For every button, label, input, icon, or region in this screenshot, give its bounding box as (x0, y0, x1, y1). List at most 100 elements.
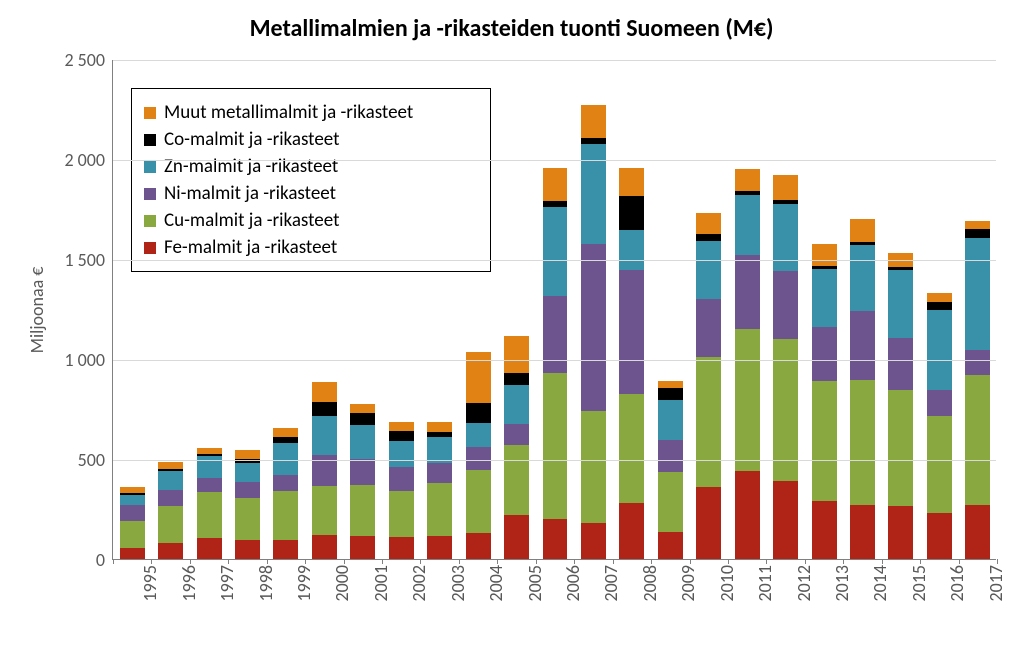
y-tick-label: 0 (96, 549, 105, 571)
x-tick-label: 2002 (408, 565, 430, 602)
bar-segment-co (158, 469, 183, 471)
bar-segment-fe (927, 513, 952, 559)
bar-segment-zn (350, 425, 375, 459)
bar-segment-fe (581, 523, 606, 559)
bar-group (965, 59, 990, 559)
bar-segment-fe (235, 540, 260, 559)
bar-segment-ni (273, 475, 298, 491)
bar-segment-zn (273, 443, 298, 475)
bar-segment-ni (581, 244, 606, 411)
bar-segment-fe (273, 540, 298, 559)
bar-segment-ni (350, 459, 375, 485)
x-tick-mark (728, 559, 729, 564)
x-tick-label: 2000 (331, 565, 353, 602)
bar-segment-zn (735, 195, 760, 255)
bar-group (619, 59, 644, 559)
gridline (113, 260, 996, 261)
x-tick-label: 1995 (139, 565, 161, 602)
bar-segment-fe (619, 503, 644, 559)
bar-segment-fe (888, 506, 913, 559)
bar-segment-muut (581, 105, 606, 138)
x-tick-mark (843, 559, 844, 564)
x-tick-mark (536, 559, 537, 564)
bar-segment-cu (888, 390, 913, 506)
bar-segment-ni (389, 467, 414, 491)
bar-group (773, 59, 798, 559)
bar-segment-ni (619, 270, 644, 394)
y-tick-label: 500 (78, 449, 105, 471)
x-tick-mark (574, 559, 575, 564)
bar-segment-zn (466, 423, 491, 447)
x-tick-mark (651, 559, 652, 564)
bar-segment-muut (773, 175, 798, 200)
legend-item-zn: Zn-malmit ja -rikasteet (144, 155, 478, 178)
legend-swatch (144, 215, 156, 227)
bar-segment-co (581, 138, 606, 144)
x-tick-label: 2009 (677, 565, 699, 602)
x-tick-mark (305, 559, 306, 564)
bar-segment-cu (197, 492, 222, 538)
bar-segment-cu (850, 380, 875, 505)
bar-segment-ni (927, 390, 952, 416)
bar-segment-muut (389, 422, 414, 431)
x-tick-label: 2005 (524, 565, 546, 602)
bar-segment-co (273, 437, 298, 443)
x-tick-label: 2008 (639, 565, 661, 602)
bar-segment-fe (696, 487, 721, 559)
legend-swatch (144, 161, 156, 173)
bar-segment-cu (312, 486, 337, 535)
bar-segment-fe (773, 481, 798, 559)
bar-segment-muut (235, 450, 260, 459)
legend-item-cu: Cu-malmit ja -rikasteet (144, 209, 478, 232)
legend-label: Zn-malmit ja -rikasteet (164, 155, 338, 178)
bar-segment-zn (927, 310, 952, 390)
bar-segment-muut (658, 381, 683, 388)
x-tick-label: 2015 (908, 565, 930, 602)
bar-segment-muut (965, 221, 990, 229)
x-tick-label: 2014 (869, 565, 891, 602)
x-tick-label: 2007 (600, 565, 622, 602)
x-tick-mark (151, 559, 152, 564)
legend-item-co: Co-malmit ja -rikasteet (144, 128, 478, 151)
bar-segment-fe (504, 515, 529, 559)
bar-segment-cu (543, 373, 568, 519)
bar-segment-co (120, 493, 145, 495)
bar-group (581, 59, 606, 559)
bar-segment-ni (120, 505, 145, 521)
bar-segment-co (350, 413, 375, 425)
bar-segment-zn (812, 269, 837, 327)
bar-segment-cu (696, 357, 721, 487)
bar-segment-ni (773, 271, 798, 339)
x-tick-mark (344, 559, 345, 564)
bar-segment-co (735, 191, 760, 195)
bar-segment-zn (235, 463, 260, 482)
bar-segment-muut (312, 382, 337, 402)
bar-segment-zn (658, 400, 683, 440)
x-tick-mark (805, 559, 806, 564)
bar-segment-cu (504, 445, 529, 515)
legend-label: Cu-malmit ja -rikasteet (164, 209, 339, 232)
bar-segment-co (466, 403, 491, 423)
legend-label: Fe-malmit ja -rikasteet (164, 236, 337, 259)
x-tick-mark (690, 559, 691, 564)
x-tick-mark (420, 559, 421, 564)
bar-segment-co (504, 373, 529, 385)
bar-segment-co (850, 242, 875, 245)
bar-segment-ni (850, 311, 875, 380)
x-tick-label: 1999 (293, 565, 315, 602)
bar-segment-muut (158, 462, 183, 469)
bar-group (888, 59, 913, 559)
x-tick-label: 2010 (716, 565, 738, 602)
x-tick-mark (113, 559, 114, 564)
legend-item-muut: Muut metallimalmit ja -rikasteet (144, 101, 478, 124)
plot-area: Miljoonaa € Muut metallimalmit ja -rikas… (112, 60, 996, 560)
bar-segment-fe (197, 538, 222, 559)
legend-label: Muut metallimalmit ja -rikasteet (164, 101, 413, 124)
x-tick-mark (497, 559, 498, 564)
bar-segment-cu (158, 506, 183, 543)
x-tick-mark (382, 559, 383, 564)
bar-segment-ni (735, 255, 760, 329)
x-tick-label: 1997 (216, 565, 238, 602)
bar-segment-zn (965, 238, 990, 350)
x-tick-mark (766, 559, 767, 564)
